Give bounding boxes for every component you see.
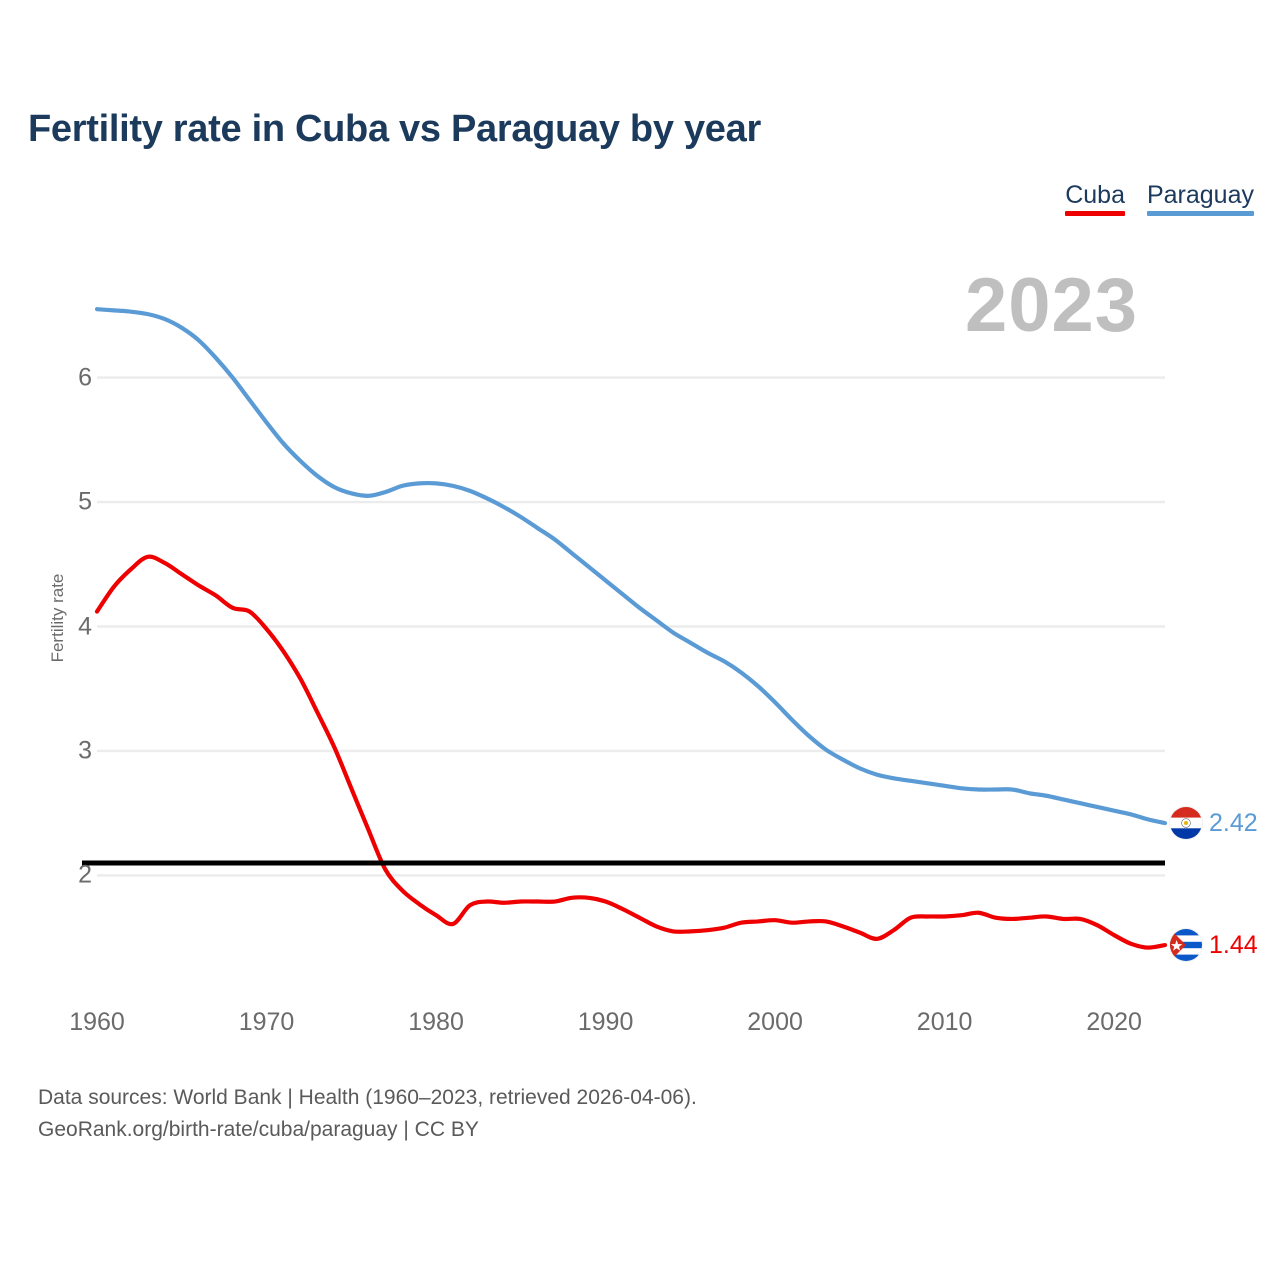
- legend-item-cuba[interactable]: Cuba: [1065, 181, 1125, 217]
- y-axis-tick-label: 4: [78, 612, 92, 640]
- x-axis-tick-label: 1960: [69, 1008, 125, 1036]
- legend-label-paraguay: Paraguay: [1146, 181, 1254, 209]
- line-series-paraguay: [94, 307, 1168, 826]
- footer-line-1: Data sources: World Bank | Health (1960–…: [38, 1086, 697, 1109]
- legend-label-cuba: Cuba: [1065, 181, 1125, 209]
- legend-swatch-paraguay: [1146, 211, 1254, 217]
- x-axis-tick-label: 2010: [916, 1008, 973, 1036]
- y-axis-tick-label: 5: [78, 487, 92, 516]
- end-label-cuba: 1.44: [1170, 929, 1258, 962]
- end-value-paraguay: 2.42: [1209, 808, 1258, 837]
- y-axis-tick-label: 3: [78, 736, 92, 765]
- cuba-flag-icon: [1170, 929, 1202, 962]
- y-axis-tick-label: 6: [78, 363, 92, 392]
- end-value-cuba: 1.44: [1209, 930, 1258, 959]
- paraguay-flag-icon: [1170, 807, 1202, 840]
- y-axis-tick-label: 2: [78, 860, 92, 889]
- page-title: Fertility rate in Cuba vs Paraguay by ye…: [28, 108, 761, 150]
- x-axis-tick-label: 1970: [238, 1008, 295, 1036]
- year-watermark: 2023: [965, 263, 1139, 348]
- x-axis-tick-label: 2020: [1086, 1008, 1142, 1036]
- x-axis-tick-label: 2000: [747, 1008, 803, 1036]
- footer-sources: Data sources: World Bank | Health (1960–…: [38, 1082, 697, 1146]
- line-series-cuba: [94, 554, 1168, 950]
- end-label-paraguay: 2.42: [1170, 807, 1258, 840]
- x-axis-tick-label: 1980: [408, 1008, 464, 1036]
- x-axis-tick-label: 1990: [577, 1008, 634, 1036]
- footer-line-2: GeoRank.org/birth-rate/cuba/paraguay | C…: [38, 1117, 479, 1141]
- legend-item-paraguay[interactable]: Paraguay: [1146, 181, 1254, 217]
- gridlines: [97, 376, 1165, 877]
- chart-legend: Cuba Paraguay: [1065, 181, 1254, 217]
- legend-swatch-cuba: [1065, 211, 1125, 217]
